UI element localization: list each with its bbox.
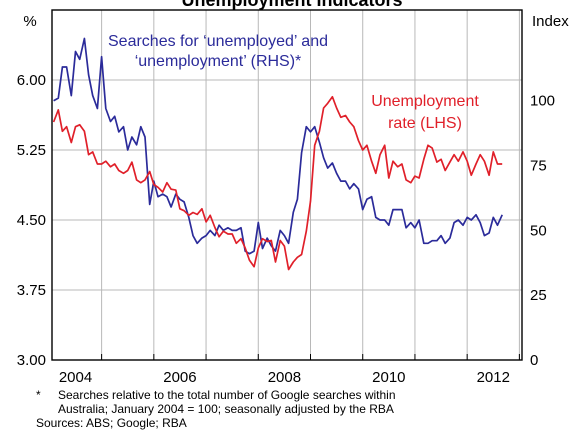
x-tick-label: 2010 [372,369,405,386]
footnote-line-1: Searches relative to the total number of… [58,388,396,402]
left-axis-unit: % [23,13,36,30]
footnote-asterisk: * [36,388,41,402]
searches-annotation-line1: Searches for ‘unemployed’ and [108,33,328,50]
right-tick-label: 75 [530,158,547,175]
left-tick-label: 6.00 [17,72,46,89]
x-tick-label: 2012 [477,369,510,386]
right-axis-ticks: 100 75 50 25 0 [530,93,555,369]
x-tick-label: 2006 [163,369,196,386]
series-unemployment-rate-line [52,95,503,271]
series-lines [52,37,503,271]
left-tick-label: 3.00 [17,352,46,369]
chart-title: Unemployment Indicators [181,0,402,10]
left-tick-label: 5.25 [17,142,46,159]
x-ticks: 2004 2006 2008 2010 2012 [59,354,520,386]
sources: Sources: ABS; Google; RBA [36,416,187,430]
searches-annotation-line2: ‘unemployment’ (RHS)* [135,53,302,70]
chart-notes: * Searches relative to the total number … [36,388,576,430]
right-tick-label: 100 [530,93,555,110]
right-tick-label: 25 [530,287,547,304]
footnote-line-2: Australia; January 2004 = 100; seasonall… [58,402,394,416]
x-tick-label: 2004 [59,369,92,386]
footnote-text: Searches relative to the total number of… [58,388,576,416]
left-tick-label: 4.50 [17,212,46,229]
unemployment-annotation-line1: Unemployment [371,93,479,110]
footnote: * Searches relative to the total number … [36,388,576,416]
series-searches-line [53,37,503,255]
right-axis-unit: Index [532,13,569,30]
right-tick-label: 50 [530,222,547,239]
x-tick-label: 2008 [268,369,301,386]
right-tick-label: 0 [530,352,538,369]
left-axis-ticks: 6.00 5.25 4.50 3.75 3.00 [17,72,46,369]
unemployment-annotation-line2: rate (LHS) [388,115,462,132]
left-tick-label: 3.75 [17,282,46,299]
plot-frame [51,9,523,361]
